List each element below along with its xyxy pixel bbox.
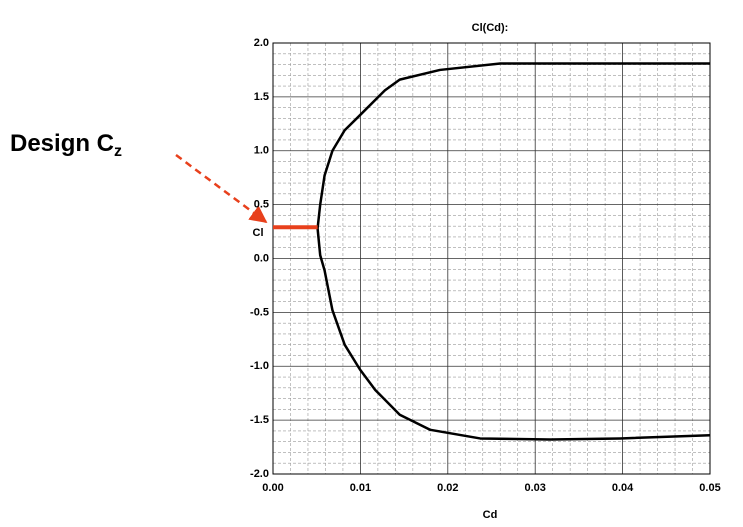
x-tick-label: 0.05 (699, 482, 720, 494)
y-tick-label: 0.5 (254, 199, 269, 211)
x-axis-label: Cd (483, 509, 498, 521)
annotation-subscript: z (114, 143, 122, 160)
y-tick-label: 1.0 (254, 145, 269, 157)
y-tick-label: 2.0 (254, 37, 269, 49)
x-tick-label: 0.00 (262, 482, 283, 494)
y-tick-label: -1.0 (250, 360, 269, 372)
x-tick-label: 0.03 (524, 482, 545, 494)
y-tick-label: 0.0 (254, 252, 269, 264)
y-tick-label: 1.5 (254, 91, 269, 103)
chart-title: Cl(Cd): (472, 22, 509, 34)
plot-border (272, 42, 711, 475)
annotation-text: Design C (10, 130, 114, 157)
annotation: Design Cz (10, 130, 122, 160)
y-tick-label: -1.5 (250, 414, 269, 426)
annotation-arrow (175, 153, 268, 224)
y-axis-label: Cl (253, 227, 264, 239)
y-tick-label: -2.0 (250, 468, 269, 480)
polar-curve (316, 62, 711, 441)
x-tick-label: 0.04 (612, 482, 634, 494)
x-tick-label: 0.01 (350, 482, 371, 494)
x-tick-label: 0.02 (437, 482, 458, 494)
y-tick-label: -0.5 (250, 306, 269, 318)
